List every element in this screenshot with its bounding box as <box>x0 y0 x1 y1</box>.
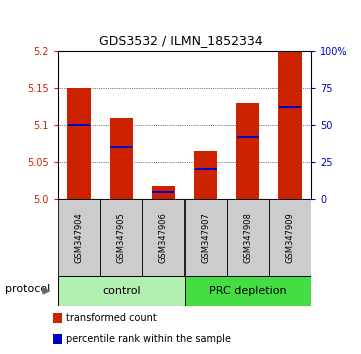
Text: GSM347905: GSM347905 <box>117 212 126 263</box>
Text: GSM347906: GSM347906 <box>159 212 168 263</box>
Bar <box>110 146 132 148</box>
Bar <box>269 199 311 276</box>
Text: GSM347909: GSM347909 <box>286 212 295 263</box>
Text: GSM347904: GSM347904 <box>75 212 84 263</box>
Bar <box>236 103 259 199</box>
Bar <box>195 169 217 170</box>
Text: GSM347908: GSM347908 <box>243 212 252 263</box>
Bar <box>53 313 62 324</box>
Bar <box>53 333 62 344</box>
Text: GSM347907: GSM347907 <box>201 212 210 263</box>
Text: transformed count: transformed count <box>66 313 157 324</box>
Text: protocol: protocol <box>5 285 50 295</box>
Text: PRC depletion: PRC depletion <box>209 286 287 296</box>
Bar <box>227 199 269 276</box>
Bar <box>142 199 184 276</box>
Text: GDS3532 / ILMN_1852334: GDS3532 / ILMN_1852334 <box>99 34 262 47</box>
Bar <box>237 136 259 138</box>
Bar <box>58 199 100 276</box>
Bar <box>68 88 91 199</box>
Bar <box>68 124 90 126</box>
Text: control: control <box>102 286 140 296</box>
Bar <box>152 187 175 199</box>
Bar <box>184 199 227 276</box>
Text: percentile rank within the sample: percentile rank within the sample <box>66 334 231 344</box>
Bar <box>278 51 301 199</box>
Bar <box>58 276 184 306</box>
Bar <box>194 151 217 199</box>
Bar <box>100 199 142 276</box>
Bar <box>279 106 301 108</box>
Bar <box>184 276 311 306</box>
Bar <box>152 191 174 193</box>
Bar <box>110 118 133 199</box>
